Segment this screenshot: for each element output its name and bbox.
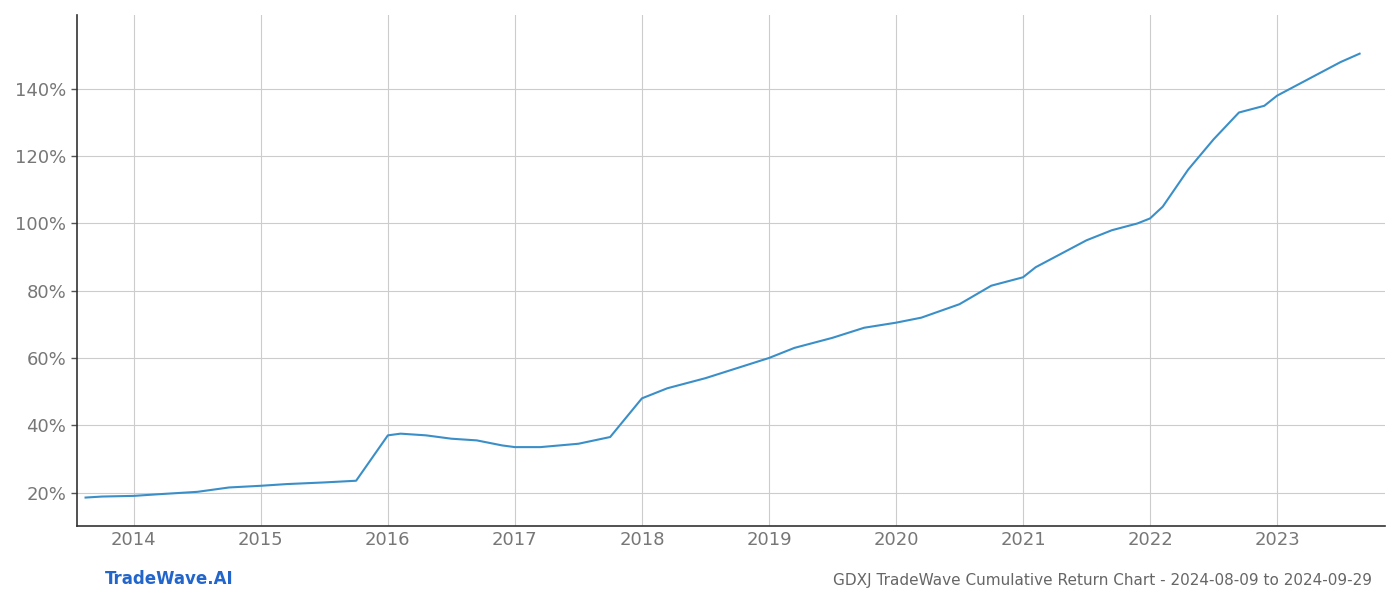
Text: TradeWave.AI: TradeWave.AI: [105, 570, 234, 588]
Text: GDXJ TradeWave Cumulative Return Chart - 2024-08-09 to 2024-09-29: GDXJ TradeWave Cumulative Return Chart -…: [833, 573, 1372, 588]
